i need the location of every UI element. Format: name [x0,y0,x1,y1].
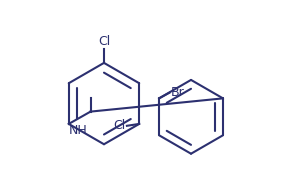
Text: NH: NH [68,124,87,137]
Text: Cl: Cl [114,119,126,132]
Text: Br: Br [171,86,184,99]
Text: Cl: Cl [98,35,110,48]
